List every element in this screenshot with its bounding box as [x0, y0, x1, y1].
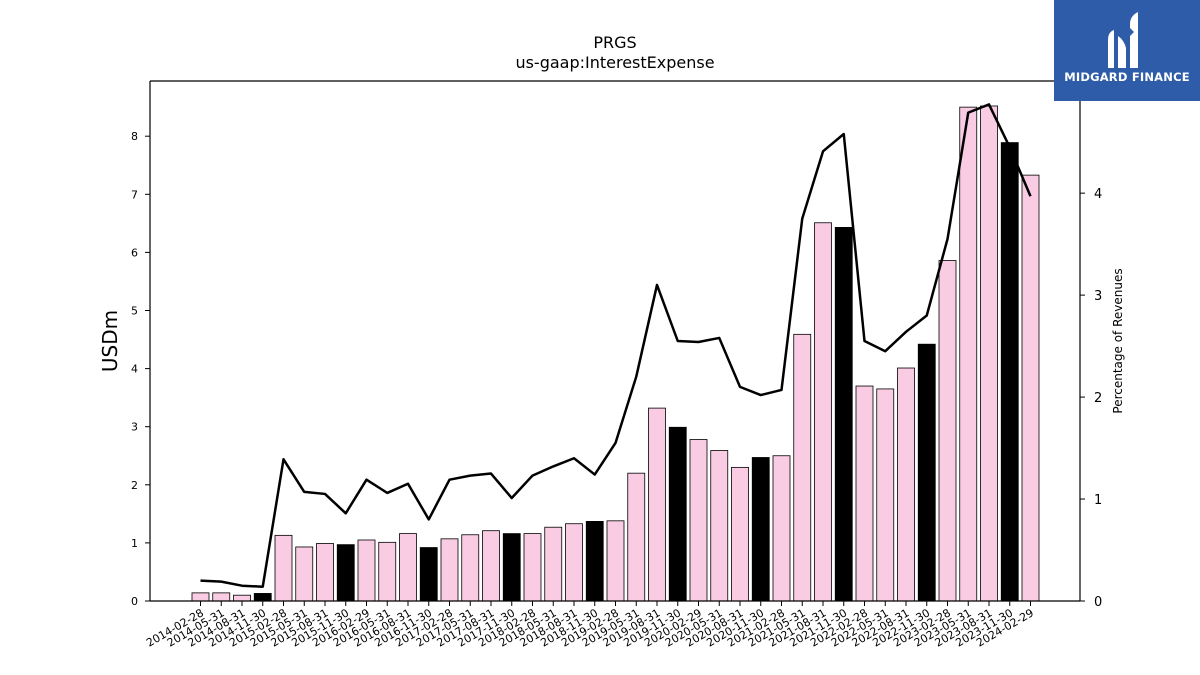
line-layer [200, 103, 1032, 588]
y-tick-label: 3 [131, 421, 138, 434]
bar [876, 388, 895, 602]
y2-tick-label: 4 [1094, 187, 1102, 202]
bar [357, 539, 376, 602]
chart-subtitle: us-gaap:InterestExpense [515, 53, 714, 72]
y2-axis-label: Percentage of Revenues [1111, 268, 1125, 413]
bar [855, 385, 874, 602]
bar [544, 526, 563, 602]
bar [689, 439, 708, 602]
y-tick-label: 5 [131, 304, 138, 317]
bar [710, 450, 729, 602]
bar [938, 260, 957, 602]
bar [274, 534, 293, 602]
bar [440, 538, 459, 602]
bar [565, 523, 583, 602]
chart-title: PRGS [593, 33, 636, 52]
bar [461, 534, 480, 602]
bar [917, 343, 936, 602]
bar [772, 455, 791, 602]
bar [668, 426, 687, 602]
bar [233, 594, 251, 602]
bar [627, 472, 646, 602]
bar [482, 530, 500, 602]
bar [378, 541, 397, 602]
y-tick-label: 0 [131, 595, 138, 608]
bar [191, 592, 210, 602]
bar [1000, 142, 1019, 602]
bar [814, 222, 832, 602]
bar [585, 521, 604, 602]
bar [897, 367, 915, 602]
bar [419, 547, 438, 602]
bar [648, 407, 666, 602]
y-axis-label: USDm [98, 310, 122, 372]
bar [731, 466, 749, 602]
y2-tick-label: 0 [1094, 595, 1102, 610]
bar [523, 533, 542, 602]
bar [502, 533, 521, 602]
logo-text: MIDGARD FINANCE [1064, 70, 1190, 84]
bar [606, 520, 625, 602]
bar [980, 105, 998, 602]
y-tick-label: 2 [131, 479, 138, 492]
revenue-percentage-line [200, 103, 1032, 588]
bar [959, 106, 978, 602]
bar [399, 533, 417, 602]
y-tick-label: 4 [131, 363, 138, 376]
bar [834, 227, 853, 602]
bar [793, 333, 812, 602]
bar [1021, 174, 1040, 602]
y2-tick-label: 1 [1094, 493, 1102, 508]
brand-logo: MIDGARD FINANCE [1054, 0, 1200, 101]
y-tick-label: 6 [131, 246, 138, 259]
y2-tick-label: 3 [1094, 289, 1102, 304]
bar [253, 593, 272, 602]
y-tick-label: 1 [131, 537, 138, 550]
bar [751, 457, 770, 602]
bar [316, 543, 334, 602]
y-tick-label: 7 [131, 188, 138, 201]
bar [336, 544, 355, 602]
y-tick-label: 8 [131, 130, 138, 143]
bar [295, 546, 314, 602]
logo-mark-icon [1108, 12, 1138, 68]
y2-tick-label: 2 [1094, 391, 1102, 406]
bar [212, 592, 231, 602]
bars-layer [191, 105, 1040, 602]
axes-layer: 012345678012342014-02-282014-05-312014-0… [131, 80, 1102, 650]
